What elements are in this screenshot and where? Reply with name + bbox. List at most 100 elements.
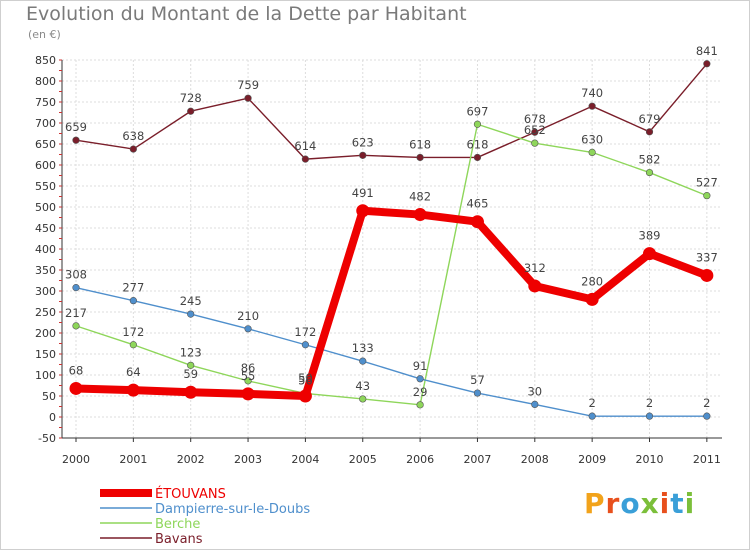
data-label-bavans: 618 xyxy=(466,137,488,151)
data-label-etouvans: 64 xyxy=(126,365,141,379)
data-label-bavans: 759 xyxy=(237,78,259,92)
legend-label-etouvans: ÉTOUVANS xyxy=(155,486,226,502)
axes xyxy=(59,59,722,442)
x-tick-label: 2005 xyxy=(349,453,377,466)
legend-label-dampierre-sur-le-doubs: Dampierre-sur-le-Doubs xyxy=(155,502,310,517)
x-tick-label: 2011 xyxy=(693,453,721,466)
data-point-berche xyxy=(645,168,654,177)
data-label-etouvans: 337 xyxy=(696,250,718,264)
grid-lines xyxy=(62,59,722,439)
data-label-dampierre-sur-le-doubs: 2 xyxy=(588,396,595,410)
data-point-bavans xyxy=(473,153,482,162)
x-tick-label: 2000 xyxy=(62,453,90,466)
y-tick-label: 50 xyxy=(42,390,56,403)
data-label-dampierre-sur-le-doubs: 172 xyxy=(294,325,316,339)
legend-label-berche: Berche xyxy=(155,517,200,532)
y-tick-label: 750 xyxy=(35,96,56,109)
y-tick-label: 800 xyxy=(35,75,56,88)
data-point-berche xyxy=(703,192,711,200)
data-label-etouvans: 50 xyxy=(298,371,313,385)
y-axis-ticks: -50 0 50 100 150 200 250 300 350 400 450 500 550 600 6… xyxy=(35,54,56,445)
data-point-etouvans xyxy=(184,385,198,399)
data-label-etouvans: 312 xyxy=(524,261,546,275)
data-point-berche xyxy=(473,120,482,128)
data-label-bavans: 614 xyxy=(294,139,316,153)
data-label-bavans: 659 xyxy=(65,120,87,134)
y-tick-label: 0 xyxy=(49,411,56,424)
data-point-dampierre-sur-le-doubs xyxy=(473,389,482,397)
x-tick-label: 2003 xyxy=(234,453,262,466)
data-point-berche xyxy=(187,361,195,369)
data-label-bavans: 623 xyxy=(352,135,374,149)
data-point-bavans xyxy=(301,155,310,163)
data-label-bavans: 618 xyxy=(409,137,431,151)
x-tick-label: 2010 xyxy=(636,453,664,466)
data-label-etouvans: 465 xyxy=(466,197,488,211)
data-point-dampierre-sur-le-doubs xyxy=(703,412,711,420)
data-label-berche: 630 xyxy=(581,132,603,146)
data-label-dampierre-sur-le-doubs: 245 xyxy=(180,294,202,308)
data-point-dampierre-sur-le-doubs xyxy=(129,297,137,305)
data-label-bavans: 740 xyxy=(581,86,603,100)
y-tick-label: -50 xyxy=(38,432,56,445)
data-point-berche xyxy=(359,395,367,403)
y-tick-label: 400 xyxy=(35,243,56,256)
data-label-bavans: 728 xyxy=(180,91,202,105)
series-line-berche xyxy=(75,123,708,406)
data-label-bavans: 638 xyxy=(122,129,144,143)
data-label-dampierre-sur-le-doubs: 91 xyxy=(413,359,428,373)
data-label-dampierre-sur-le-doubs: 57 xyxy=(470,373,485,387)
data-point-etouvans xyxy=(241,387,255,401)
data-label-berche: 172 xyxy=(122,325,144,339)
data-label-bavans: 678 xyxy=(524,112,546,126)
data-label-dampierre-sur-le-doubs: 277 xyxy=(122,281,144,295)
data-point-etouvans xyxy=(356,204,370,218)
data-label-etouvans: 482 xyxy=(409,190,431,204)
data-point-dampierre-sur-le-doubs xyxy=(588,412,596,420)
data-point-dampierre-sur-le-doubs xyxy=(359,357,367,365)
y-tick-label: 550 xyxy=(35,180,56,193)
data-label-berche: 527 xyxy=(696,176,718,190)
data-point-etouvans xyxy=(643,247,656,261)
x-tick-label: 2009 xyxy=(578,453,606,466)
chart-title: Evolution du Montant de la Dette par Hab… xyxy=(26,3,467,25)
y-tick-label: 350 xyxy=(35,264,56,277)
logo-letter: i xyxy=(659,487,671,520)
data-label-berche: 43 xyxy=(355,379,370,393)
data-label-berche: 123 xyxy=(180,345,202,359)
data-label-etouvans: 55 xyxy=(241,369,256,383)
data-label-dampierre-sur-le-doubs: 2 xyxy=(703,396,710,410)
chart-subtitle: (en €) xyxy=(28,28,61,41)
data-label-dampierre-sur-le-doubs: 2 xyxy=(646,396,653,410)
logo-letter: r xyxy=(605,487,621,520)
x-tick-label: 2007 xyxy=(463,453,491,466)
proxiti-logo: Proxiti xyxy=(584,487,695,520)
data-label-etouvans: 389 xyxy=(639,229,661,243)
data-point-dampierre-sur-le-doubs xyxy=(645,412,654,420)
y-tick-label: 100 xyxy=(35,369,56,382)
data-point-berche xyxy=(531,139,539,147)
data-point-etouvans xyxy=(69,381,83,395)
data-label-dampierre-sur-le-doubs: 308 xyxy=(65,268,87,282)
data-point-bavans xyxy=(187,107,195,115)
data-label-etouvans: 280 xyxy=(581,274,603,288)
data-point-berche xyxy=(588,148,596,156)
y-tick-label: 200 xyxy=(35,327,56,340)
data-point-bavans xyxy=(129,145,137,153)
legend-label-bavans: Bavans xyxy=(155,532,203,547)
data-label-berche: 582 xyxy=(639,153,661,167)
y-tick-label: 850 xyxy=(35,54,56,67)
data-point-bavans xyxy=(359,151,367,159)
data-label-dampierre-sur-le-doubs: 210 xyxy=(237,309,259,323)
y-tick-label: 150 xyxy=(35,348,56,361)
series-line-bavans xyxy=(75,63,708,160)
data-point-dampierre-sur-le-doubs xyxy=(244,325,252,333)
x-axis-ticks: 2000 2001 2002 2003 2004 2005 2006 2007 2008 2009… xyxy=(62,453,721,466)
data-point-etouvans xyxy=(470,215,484,229)
series-lines xyxy=(69,60,714,420)
data-label-dampierre-sur-le-doubs: 133 xyxy=(352,341,374,355)
x-tick-label: 2004 xyxy=(291,453,319,466)
data-point-etouvans xyxy=(126,383,140,397)
data-point-dampierre-sur-le-doubs xyxy=(416,375,424,383)
data-point-etouvans xyxy=(298,389,312,403)
